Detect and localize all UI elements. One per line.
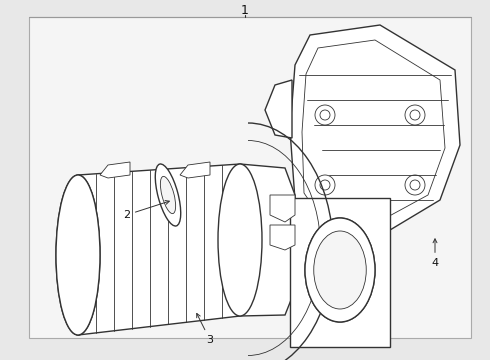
Bar xyxy=(29,17,471,338)
Polygon shape xyxy=(270,225,295,250)
Ellipse shape xyxy=(155,164,181,226)
Polygon shape xyxy=(290,25,460,235)
Ellipse shape xyxy=(305,218,375,322)
Text: 1: 1 xyxy=(241,4,249,17)
Polygon shape xyxy=(290,198,390,347)
Polygon shape xyxy=(180,162,210,178)
Text: 4: 4 xyxy=(431,239,439,268)
Polygon shape xyxy=(270,195,295,222)
Polygon shape xyxy=(240,164,295,316)
Ellipse shape xyxy=(160,176,175,213)
Ellipse shape xyxy=(314,231,366,309)
Ellipse shape xyxy=(218,164,262,316)
Ellipse shape xyxy=(314,231,366,309)
Text: 3: 3 xyxy=(196,314,214,345)
Polygon shape xyxy=(78,164,240,335)
Polygon shape xyxy=(265,80,292,138)
Ellipse shape xyxy=(56,175,100,335)
Text: 2: 2 xyxy=(123,201,170,220)
Ellipse shape xyxy=(56,175,100,335)
Ellipse shape xyxy=(305,218,375,322)
Polygon shape xyxy=(100,162,130,178)
